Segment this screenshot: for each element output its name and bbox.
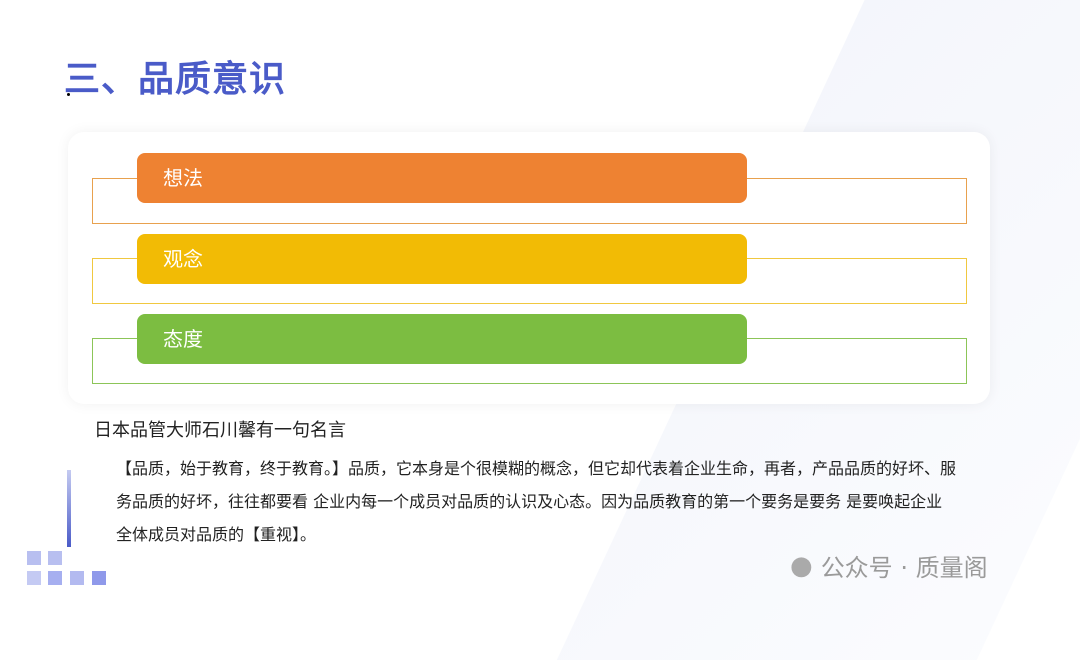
item-pill-2: 观念 (137, 234, 747, 284)
bullet-dot (67, 93, 70, 96)
page-title: 三、品质意识 (64, 59, 287, 100)
subtitle: 日本品管大师石川馨有一句名言 (94, 420, 346, 441)
quote-paragraph: 【品质，始于教育，终于教育。】品质，它本身是个很模糊的概念，但它却代表着企业生命… (116, 459, 957, 544)
item-pill-3: 态度 (137, 314, 747, 364)
decor-bar (67, 470, 71, 547)
watermark: ● 公众号 · 质量阁 (790, 548, 988, 583)
wechat-icon: ● (790, 550, 813, 581)
watermark-text: 公众号 · 质量阁 (820, 554, 988, 582)
item-pill-1: 想法 (137, 153, 747, 203)
